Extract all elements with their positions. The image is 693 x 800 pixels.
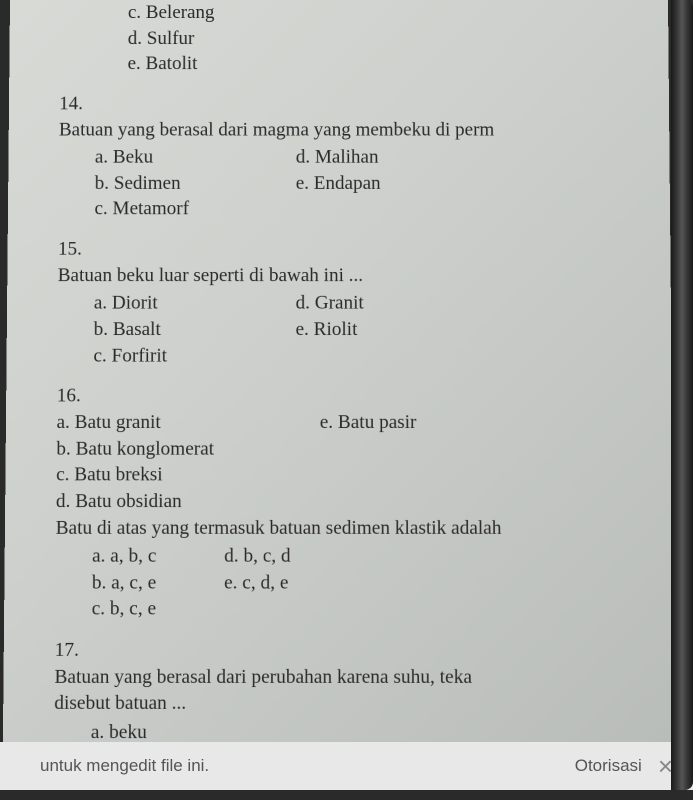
sub-question-text: Batu di atas yang termasuk batuan sedime… bbox=[56, 515, 629, 541]
authorize-button[interactable]: Otorisasi bbox=[575, 756, 642, 776]
option-d: d. Granit bbox=[296, 291, 364, 317]
list-item-c: c. Batu breksi bbox=[56, 462, 628, 488]
option-a: a. a, b, c bbox=[92, 543, 224, 569]
option-d: d. Malihan bbox=[296, 145, 379, 171]
option-b: b. a, c, e bbox=[92, 570, 224, 597]
option-b: b. Basalt bbox=[94, 317, 296, 343]
app-bottom-bar: untuk mengedit file ini. Otorisasi × bbox=[0, 742, 693, 790]
question-14: 14. Batuan yang berasal dari magma yang … bbox=[58, 91, 662, 222]
option-c: c. Forfirit bbox=[93, 343, 295, 369]
question-number: 15. bbox=[58, 237, 90, 263]
option-c: c. Metamorf bbox=[94, 196, 295, 222]
option-e: e. Endapan bbox=[296, 171, 381, 197]
question-15: 15. Batuan beku luar seperti di bawah in… bbox=[57, 237, 663, 369]
question-text-line1: Batuan yang berasal dari perubahan karen… bbox=[54, 666, 472, 688]
option-d: d. Sulfur bbox=[128, 26, 661, 52]
document-page: c. Belerang d. Sulfur e. Batolit 14. Bat… bbox=[3, 0, 676, 777]
list-item-d: d. Batu obsidian bbox=[56, 488, 628, 514]
option-a: a. Diorit bbox=[94, 291, 296, 317]
option-c: c. Belerang bbox=[128, 0, 660, 26]
option-d: d. b, c, d bbox=[224, 543, 291, 569]
partial-question-13: c. Belerang d. Sulfur e. Batolit bbox=[128, 0, 661, 77]
option-e: e. Batolit bbox=[128, 51, 661, 77]
option-b: b. Sedimen bbox=[95, 171, 296, 197]
question-text: Batuan yang berasal dari magma yang memb… bbox=[59, 117, 625, 143]
list-item-a: a. Batu granit bbox=[56, 410, 319, 436]
option-c: c. b, c, e bbox=[92, 596, 224, 623]
option-e: e. Riolit bbox=[296, 317, 358, 343]
question-number: 17. bbox=[55, 637, 88, 664]
question-number: 16. bbox=[57, 383, 90, 409]
list-item-b: b. Batu konglomerat bbox=[56, 436, 628, 462]
option-a: a. Beku bbox=[95, 145, 296, 171]
question-text-line2: disebut batuan ... bbox=[54, 693, 186, 715]
list-item-e: e. Batu pasir bbox=[320, 410, 417, 436]
question-text: Batuan beku luar seperti di bawah ini ..… bbox=[58, 263, 627, 289]
close-icon[interactable]: × bbox=[642, 751, 673, 782]
question-16: 16. a. Batu granit e. Batu pasir b. Batu… bbox=[55, 383, 666, 622]
device-frame-edge bbox=[671, 0, 693, 790]
edit-hint-text: untuk mengedit file ini. bbox=[40, 756, 209, 776]
question-number: 14. bbox=[59, 91, 91, 117]
option-e: e. c, d, e bbox=[224, 570, 288, 597]
